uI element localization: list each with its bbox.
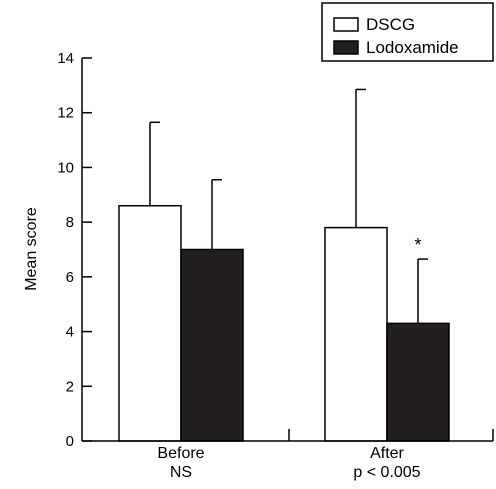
y-tick-label: 2 <box>66 378 74 395</box>
category-sublabel-after: p < 0.005 <box>353 464 420 481</box>
y-tick-label: 4 <box>66 324 74 341</box>
legend-label-dscg: DSCG <box>366 15 415 34</box>
y-tick-label: 8 <box>66 214 74 231</box>
legend-swatch-dscg <box>333 17 359 32</box>
y-tick-label: 6 <box>66 269 74 286</box>
y-tick-label: 12 <box>57 105 74 122</box>
y-tick-label: 14 <box>57 50 74 67</box>
y-axis-title: Mean score <box>23 207 40 291</box>
bar-dscg <box>118 204 182 442</box>
bar-lodoxamide <box>386 322 450 442</box>
category-sublabel-before: NS <box>170 464 192 481</box>
y-tick-label: 0 <box>66 433 74 450</box>
significance-marker: * <box>414 235 421 255</box>
legend: DSCG Lodoxamide <box>321 2 494 62</box>
axes <box>81 58 494 442</box>
bars: * <box>118 88 450 442</box>
y-axis: 0 2 4 6 8 10 12 14 <box>57 50 92 450</box>
category-label-before: Before <box>157 445 204 462</box>
legend-label-lodoxamide: Lodoxamide <box>366 38 459 57</box>
bar-dscg <box>324 226 388 442</box>
category-label-after: After <box>370 445 404 462</box>
bar-lodoxamide <box>180 248 244 442</box>
legend-swatch-lodoxamide <box>333 40 359 55</box>
y-tick-label: 10 <box>57 159 74 176</box>
